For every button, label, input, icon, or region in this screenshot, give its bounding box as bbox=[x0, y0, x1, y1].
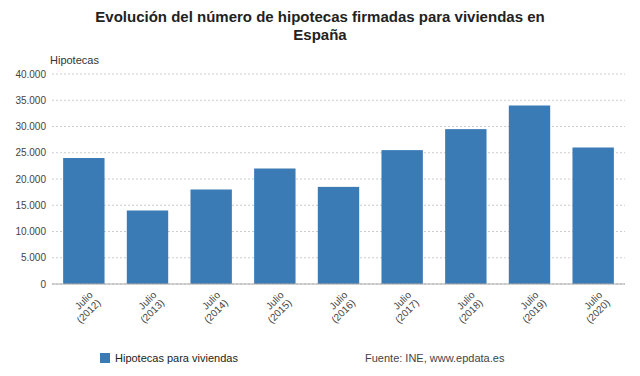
y-tick-label: 25.000 bbox=[15, 147, 46, 158]
x-tick-line: (2016) bbox=[329, 297, 357, 325]
bar bbox=[190, 190, 231, 285]
bar bbox=[254, 169, 295, 285]
y-tick-label: 0 bbox=[40, 279, 46, 290]
source-note: Fuente: INE, www.epdata.es bbox=[365, 352, 505, 364]
title: Evolución del número de hipotecas firmad… bbox=[95, 8, 544, 43]
x-tick-label: Julio(2019) bbox=[512, 289, 548, 325]
x-tick-line: (2012) bbox=[74, 297, 102, 325]
x-tick-label: Julio(2020) bbox=[576, 289, 612, 325]
bar bbox=[63, 158, 104, 284]
x-tick-label: Julio(2017) bbox=[385, 289, 421, 325]
chart: Evolución del número de hipotecas firmad… bbox=[0, 0, 640, 376]
x-tick-label: Julio(2013) bbox=[130, 289, 166, 325]
x-tick-line: (2020) bbox=[584, 297, 612, 325]
x-axis-line bbox=[52, 284, 625, 285]
bar bbox=[509, 106, 550, 285]
x-tick-line: (2019) bbox=[520, 297, 548, 325]
x-tick-label: Julio(2015) bbox=[258, 289, 294, 325]
y-tick-label: 5.000 bbox=[21, 252, 46, 263]
y-tick-label: 20.000 bbox=[15, 174, 46, 185]
x-tick-line: (2017) bbox=[393, 297, 421, 325]
title-line: Evolución del número de hipotecas firmad… bbox=[95, 8, 544, 25]
legend-label: Hipotecas para viviendas bbox=[115, 352, 238, 364]
bar bbox=[445, 129, 486, 284]
x-tick-line: (2015) bbox=[265, 297, 293, 325]
grid-line bbox=[52, 74, 625, 75]
y-axis-label: Hipotecas bbox=[50, 54, 99, 66]
y-tick-label: 35.000 bbox=[15, 95, 46, 106]
x-tick-line: (2014) bbox=[202, 297, 230, 325]
y-axis: 0 5.000 10.000 15.000 20.000 25.000 30.000 35.0… bbox=[15, 69, 625, 290]
bar bbox=[127, 211, 168, 285]
grid-line bbox=[52, 284, 625, 285]
title-line: España bbox=[293, 26, 347, 43]
x-tick-line: (2018) bbox=[456, 297, 484, 325]
y-tick-label: 10.000 bbox=[15, 226, 46, 237]
y-tick-label: 40.000 bbox=[15, 69, 46, 80]
legend: Hipotecas para viviendas bbox=[100, 352, 238, 364]
bars bbox=[63, 106, 614, 285]
bar bbox=[572, 148, 613, 285]
x-axis: Julio(2012) Julio(2013) Julio(2014) Julio(2… bbox=[67, 289, 613, 325]
x-tick-label: Julio(2016) bbox=[321, 289, 357, 325]
legend-swatch bbox=[100, 353, 110, 363]
x-tick-label: Julio(2012) bbox=[67, 289, 103, 325]
x-tick-label: Julio(2014) bbox=[194, 289, 230, 325]
bar bbox=[381, 150, 422, 284]
x-tick-line: (2013) bbox=[138, 297, 166, 325]
grid-line bbox=[52, 100, 625, 101]
x-tick-label: Julio(2018) bbox=[449, 289, 485, 325]
y-tick-label: 30.000 bbox=[15, 121, 46, 132]
y-tick-label: 15.000 bbox=[15, 200, 46, 211]
bar bbox=[318, 187, 359, 284]
